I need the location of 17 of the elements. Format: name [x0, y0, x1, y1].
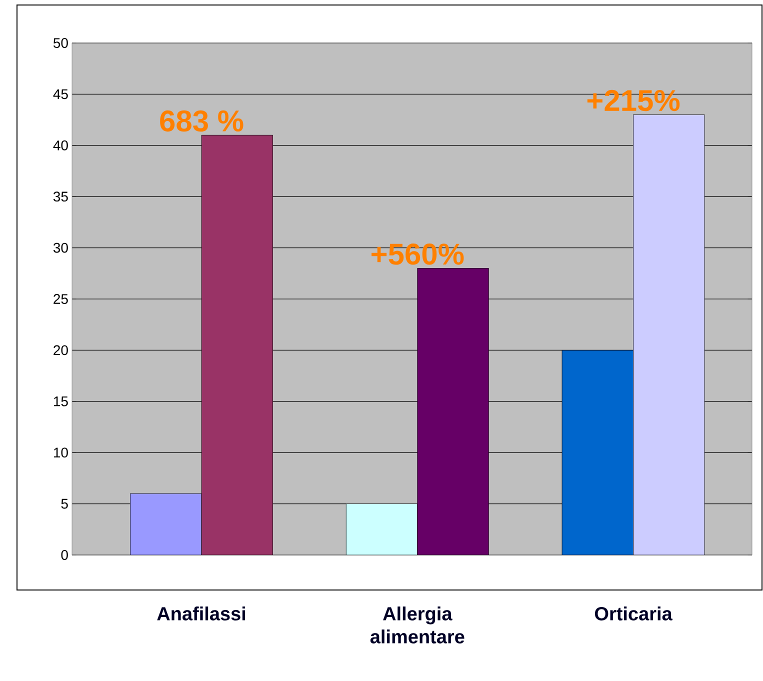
- y-tick-label: 30: [53, 242, 68, 253]
- annotation: 683 %: [160, 110, 244, 132]
- annotation: +560%: [372, 244, 464, 265]
- y-tick-label: 0: [61, 550, 68, 560]
- y-tick-label: 50: [53, 38, 68, 48]
- y-tick-label: 45: [53, 89, 68, 100]
- annotation: +215%: [587, 90, 680, 112]
- x-tick-label: Anafilassi: [157, 606, 246, 620]
- x-tick-label: Allergia alimentare: [370, 606, 464, 644]
- y-tick-label: 10: [54, 448, 68, 458]
- y-tick-label: 25: [54, 294, 68, 304]
- x-tick-label: Orticaria: [594, 606, 672, 620]
- y-tick-label: 5: [61, 498, 68, 509]
- y-tick-label: 20: [54, 345, 68, 356]
- y-tick-label: 35: [53, 192, 68, 202]
- y-tick-label: 15: [54, 396, 68, 406]
- y-tick-label: 40: [53, 140, 68, 150]
